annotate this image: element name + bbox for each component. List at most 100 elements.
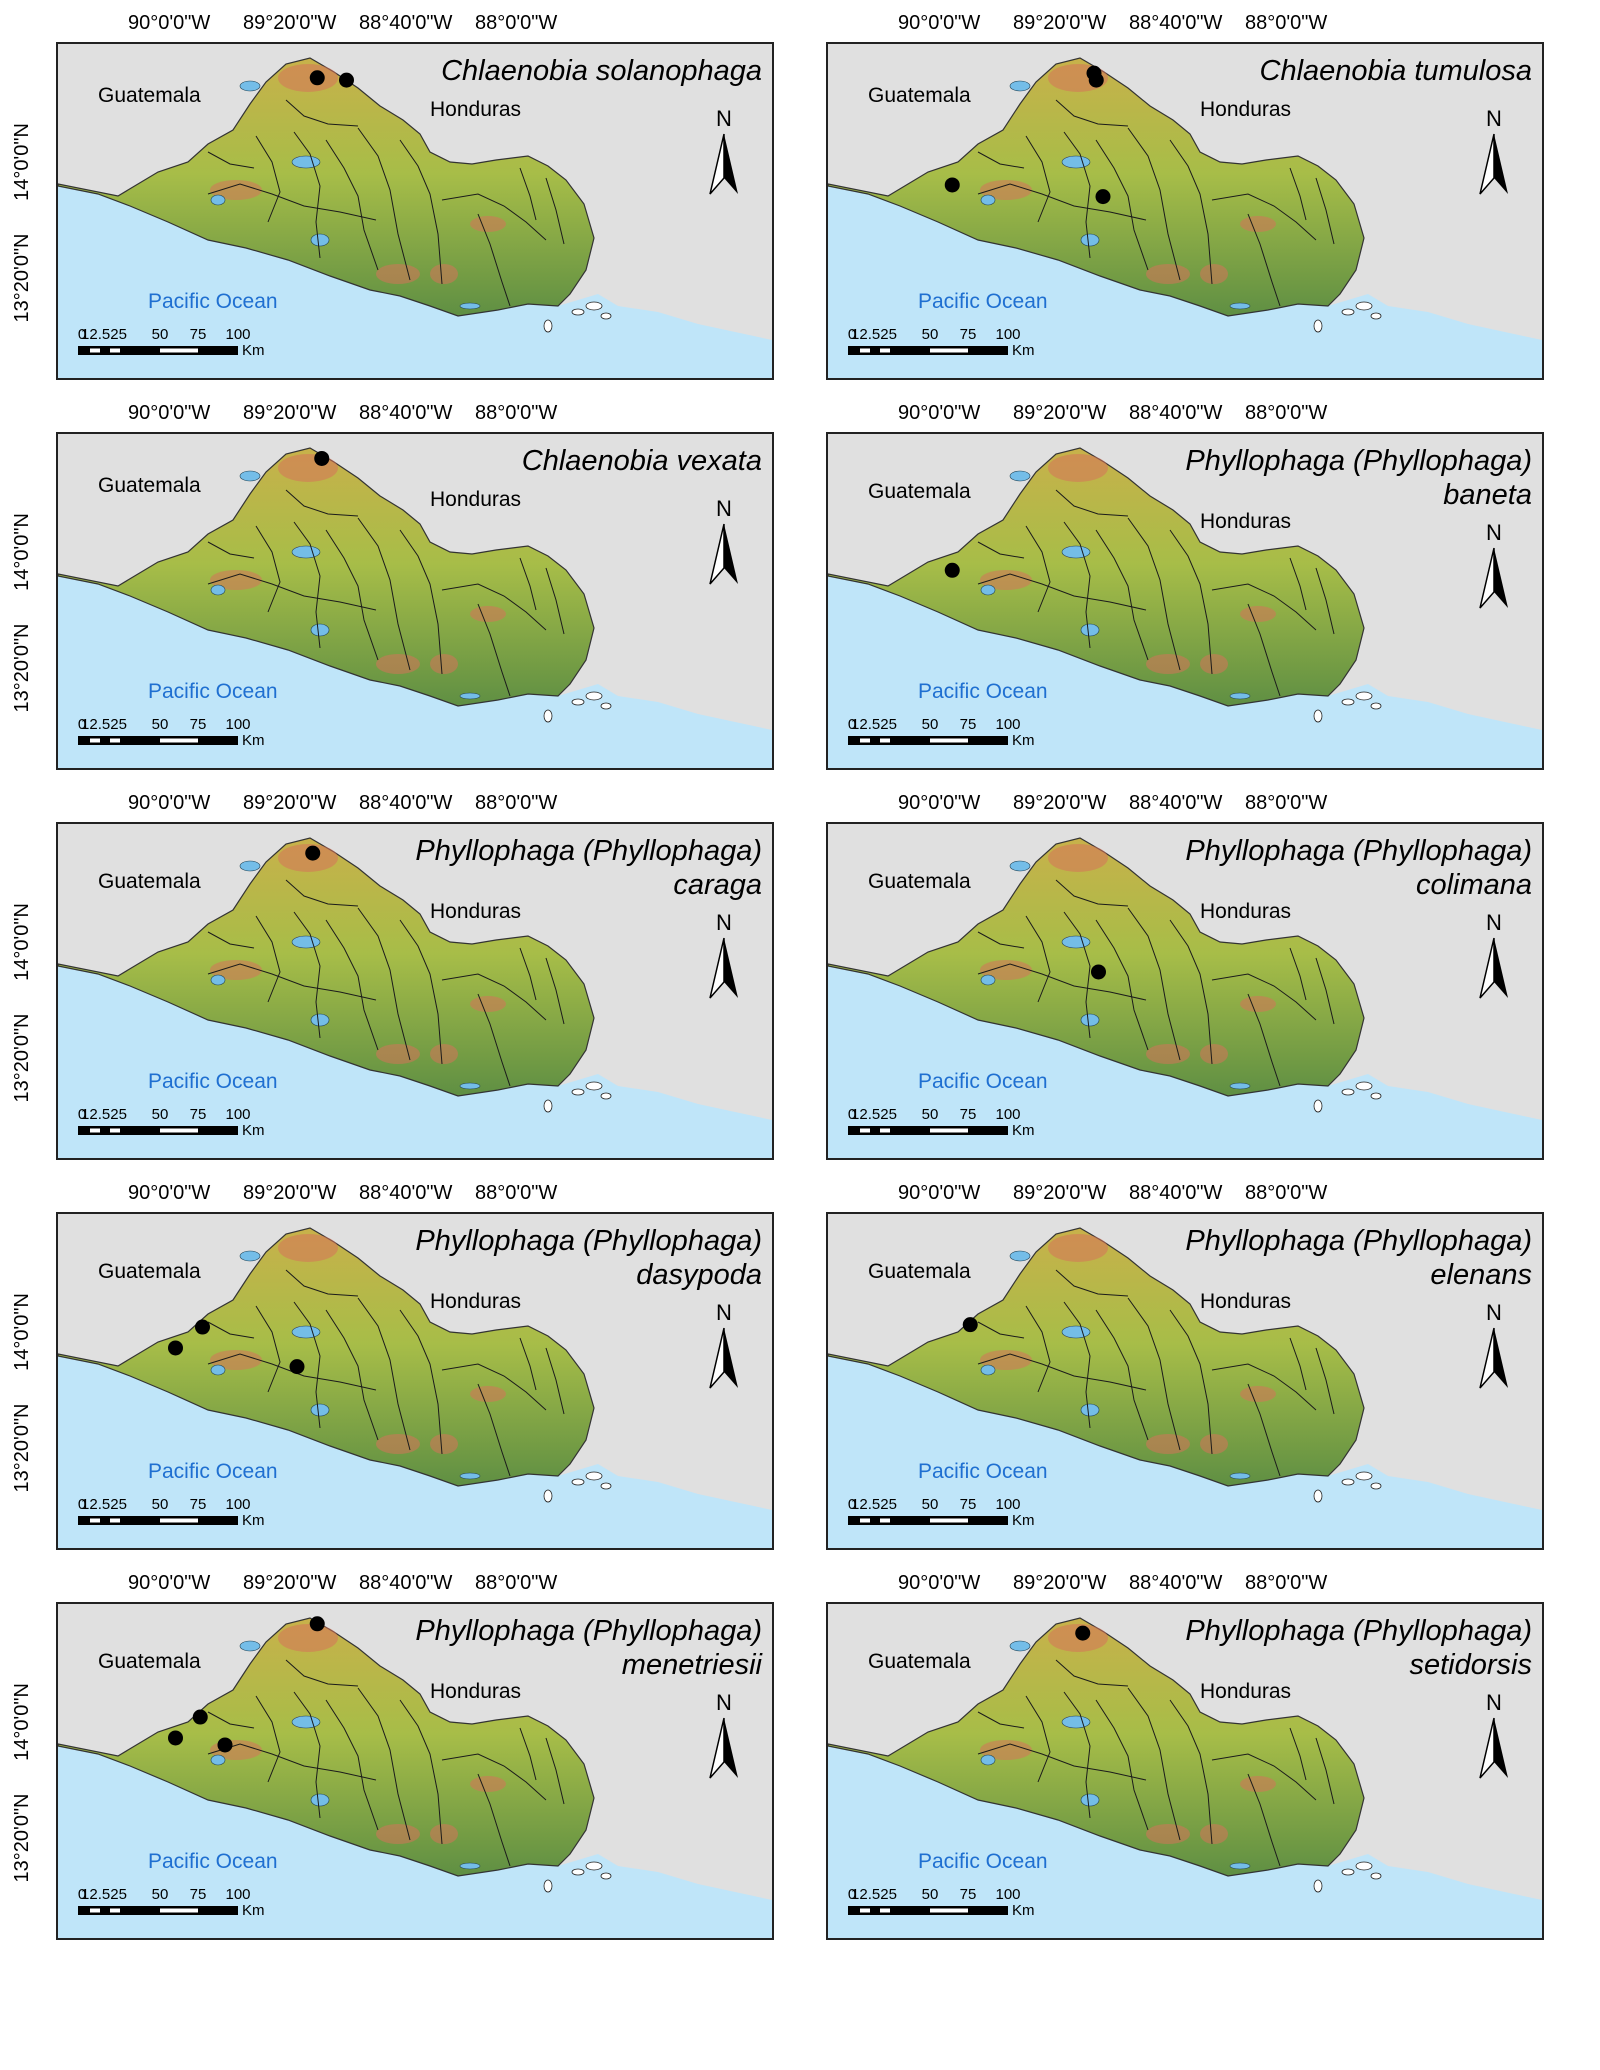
scale-bar: 0 12.525 50 75 100 Km (78, 326, 308, 366)
country-label-honduras: Honduras (430, 488, 522, 511)
north-arrow-icon (709, 937, 738, 999)
longitude-label: 89°20'0"W (1013, 1182, 1107, 1204)
scale-bar-graphic (848, 346, 1008, 355)
scale-tick-label: 0 (847, 326, 857, 343)
country-label-honduras: Honduras (430, 900, 522, 923)
scale-tick-label: 0 (847, 1106, 857, 1123)
scale-unit: Km (1012, 1512, 1035, 1529)
scale-tick-label: 12.525 (81, 1106, 127, 1123)
occurrence-point (1075, 1625, 1091, 1641)
country-label-honduras: Honduras (1200, 510, 1292, 533)
longitude-label: 90°0'0"W (898, 12, 981, 34)
species-title: Phyllophaga (Phyllophaga) caraga (342, 834, 762, 902)
country-label-guatemala: Guatemala (868, 84, 971, 107)
map-frame: Phyllophaga (Phyllophaga) menetriesii Guat… (56, 1602, 774, 1940)
longitude-label: 88°40'0"W (1129, 402, 1223, 424)
longitude-label: 90°0'0"W (128, 792, 211, 814)
latitude-label: 13°20'0"N (11, 623, 33, 713)
terrain-map (828, 434, 1542, 768)
north-letter: N (716, 910, 732, 935)
map-frame: Phyllophaga (Phyllophaga) colimana Guatema… (826, 822, 1544, 1160)
longitude-label: 90°0'0"W (898, 1572, 981, 1594)
scale-tick-label: 12.525 (851, 1886, 897, 1903)
occurrence-point (168, 1730, 183, 1746)
latitude-label: 14°0'0"N (11, 1683, 33, 1761)
longitude-label: 88°0'0"W (1245, 1572, 1328, 1594)
north-arrow: N (702, 1692, 746, 1784)
species-name-line: colimana (1415, 869, 1532, 901)
ocean-label: Pacific Ocean (148, 1460, 278, 1483)
scale-tick-label: 75 (189, 716, 207, 733)
longitude-label: 88°0'0"W (475, 1572, 558, 1594)
scale-bar-graphic (78, 736, 238, 745)
north-arrow-icon (1479, 133, 1508, 195)
scale-tick-label: 75 (959, 326, 977, 343)
north-letter: N (716, 1690, 732, 1715)
ocean-label: Pacific Ocean (918, 1460, 1048, 1483)
longitude-label: 88°40'0"W (1129, 12, 1223, 34)
scale-bar-graphic (78, 1516, 238, 1525)
longitude-label: 88°0'0"W (475, 1182, 558, 1204)
scale-unit: Km (242, 1512, 265, 1529)
scale-tick-label: 50 (921, 1496, 939, 1513)
map-frame: Phyllophaga (Phyllophaga) dasypoda Guatema… (56, 1212, 774, 1550)
map-frame: Phyllophaga (Phyllophaga) caraga Guatemala… (56, 822, 774, 1160)
ocean-label: Pacific Ocean (148, 290, 278, 313)
occurrence-point (305, 845, 321, 861)
longitude-label: 88°0'0"W (475, 402, 558, 424)
north-arrow: N (702, 108, 746, 200)
scale-tick-label: 75 (959, 1886, 977, 1903)
longitude-label: 88°40'0"W (359, 12, 453, 34)
scale-tick-label: 75 (189, 326, 207, 343)
map-frame: Phyllophaga (Phyllophaga) baneta Guatemala… (826, 432, 1544, 770)
scale-tick-label: 50 (151, 1886, 169, 1903)
longitude-label: 89°20'0"W (243, 792, 337, 814)
ocean-label: Pacific Ocean (148, 680, 278, 703)
scale-ticks: 0 12.525 50 75 100 (848, 1106, 1078, 1124)
country-label-guatemala: Guatemala (868, 1650, 971, 1673)
species-name-line: Phyllophaga (Phyllophaga) (1185, 1615, 1532, 1647)
country-label-guatemala: Guatemala (98, 870, 201, 893)
scale-ticks: 0 12.525 50 75 100 (78, 1106, 308, 1124)
scale-tick-label: 50 (151, 326, 169, 343)
latitude-label: 13°20'0"N (11, 233, 33, 323)
north-arrow-icon (709, 133, 738, 195)
scale-tick-label: 50 (921, 1886, 939, 1903)
north-letter: N (716, 106, 732, 131)
scale-tick-label: 0 (847, 1496, 857, 1513)
country-label-guatemala: Guatemala (868, 480, 971, 503)
scale-bar: 0 12.525 50 75 100 Km (78, 716, 308, 756)
longitude-label: 88°0'0"W (1245, 402, 1328, 424)
scale-unit: Km (1012, 342, 1035, 359)
terrain-map (828, 824, 1542, 1158)
map-panel: 90°0'0"W89°20'0"W88°40'0"W88°0'0"W14°0'0… (780, 1570, 1544, 1964)
species-title: Phyllophaga (Phyllophaga) elenans (1112, 1224, 1532, 1292)
longitude-label: 88°0'0"W (475, 12, 558, 34)
scale-ticks: 0 12.525 50 75 100 (78, 1496, 308, 1514)
scale-tick-label: 12.525 (81, 716, 127, 733)
country-label-guatemala: Guatemala (98, 474, 201, 497)
species-name-line: elenans (1430, 1259, 1532, 1291)
scale-tick-label: 0 (847, 1886, 857, 1903)
longitude-label: 88°0'0"W (475, 792, 558, 814)
occurrence-point (289, 1359, 305, 1375)
north-letter: N (1486, 106, 1502, 131)
longitude-label: 90°0'0"W (898, 1182, 981, 1204)
longitude-label: 88°0'0"W (1245, 1182, 1328, 1204)
occurrence-point (168, 1340, 183, 1356)
longitude-label: 89°20'0"W (243, 12, 337, 34)
map-frame: Chlaenobia solanophaga Guatemala Honduras P… (56, 42, 774, 380)
longitude-label: 90°0'0"W (128, 1182, 211, 1204)
terrain-map (58, 1214, 772, 1548)
north-arrow: N (1472, 1692, 1516, 1784)
longitude-label: 88°40'0"W (359, 1572, 453, 1594)
north-arrow-icon (709, 1327, 738, 1389)
scale-bar: 0 12.525 50 75 100 Km (78, 1106, 308, 1146)
north-letter: N (1486, 520, 1502, 545)
scale-bar-graphic (848, 1516, 1008, 1525)
scale-ticks: 0 12.525 50 75 100 (848, 1496, 1078, 1514)
latitude-label: 13°20'0"N (11, 1403, 33, 1493)
